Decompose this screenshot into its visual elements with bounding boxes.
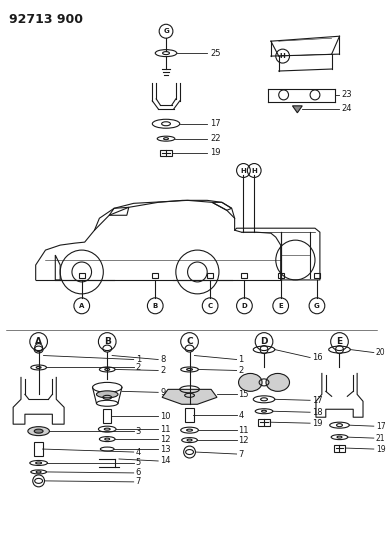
Ellipse shape — [97, 391, 118, 398]
Text: 9: 9 — [160, 388, 165, 397]
Ellipse shape — [34, 429, 43, 433]
Text: 2: 2 — [239, 366, 244, 375]
Text: 11: 11 — [239, 426, 249, 434]
Polygon shape — [162, 389, 217, 404]
Bar — [159, 150, 172, 156]
Text: 23: 23 — [341, 91, 352, 99]
Text: 10: 10 — [160, 411, 171, 421]
Text: 6: 6 — [136, 469, 141, 478]
Text: 13: 13 — [160, 445, 171, 454]
Bar — [241, 273, 248, 278]
Text: 4: 4 — [239, 411, 244, 419]
Text: 16: 16 — [312, 353, 323, 362]
Text: 8: 8 — [160, 355, 166, 364]
Text: G: G — [314, 303, 320, 309]
Bar — [152, 273, 158, 278]
Polygon shape — [293, 106, 302, 113]
Text: H: H — [280, 53, 286, 59]
Text: 2: 2 — [160, 366, 165, 375]
Text: C: C — [208, 303, 213, 309]
Text: 4: 4 — [136, 448, 141, 457]
Text: 22: 22 — [210, 134, 221, 143]
Bar — [103, 409, 111, 423]
Text: E: E — [278, 303, 283, 309]
Bar — [34, 442, 43, 456]
Bar — [314, 273, 320, 278]
Text: 92713 900: 92713 900 — [9, 13, 83, 26]
Ellipse shape — [266, 374, 289, 391]
Text: 11: 11 — [160, 425, 171, 434]
Text: 15: 15 — [239, 390, 249, 399]
Text: A: A — [79, 303, 85, 309]
Text: C: C — [186, 337, 193, 346]
Text: 14: 14 — [160, 456, 171, 465]
Ellipse shape — [239, 374, 262, 391]
Text: 24: 24 — [341, 104, 352, 114]
Bar — [79, 273, 85, 278]
Text: 1: 1 — [136, 355, 141, 364]
Text: 17: 17 — [210, 119, 221, 128]
Text: D: D — [242, 303, 247, 309]
Text: 12: 12 — [160, 434, 171, 443]
Text: 19: 19 — [210, 148, 221, 157]
Text: 3: 3 — [136, 426, 141, 435]
Text: 17: 17 — [312, 396, 323, 405]
Text: 2: 2 — [136, 363, 141, 372]
Text: 18: 18 — [312, 408, 323, 417]
Text: 12: 12 — [239, 435, 249, 445]
Bar — [185, 408, 194, 422]
Text: 20: 20 — [376, 348, 385, 357]
Bar — [258, 419, 270, 426]
Text: 7: 7 — [239, 449, 244, 458]
Text: A: A — [35, 337, 42, 346]
Bar — [278, 273, 284, 278]
Ellipse shape — [28, 426, 49, 435]
Text: 19: 19 — [376, 445, 385, 454]
Text: 21: 21 — [376, 434, 385, 442]
Text: 7: 7 — [136, 478, 141, 487]
Text: G: G — [163, 28, 169, 34]
Text: E: E — [336, 337, 343, 346]
Text: 17: 17 — [376, 422, 385, 431]
Text: 19: 19 — [312, 419, 322, 427]
Text: B: B — [152, 303, 158, 309]
Bar — [334, 445, 345, 451]
Text: B: B — [104, 337, 111, 346]
Text: 25: 25 — [210, 49, 221, 58]
Text: H: H — [251, 167, 257, 174]
Bar — [207, 273, 213, 278]
Text: H: H — [241, 167, 246, 174]
Text: 5: 5 — [136, 458, 141, 467]
Text: 1: 1 — [239, 355, 244, 364]
Text: D: D — [260, 337, 268, 346]
